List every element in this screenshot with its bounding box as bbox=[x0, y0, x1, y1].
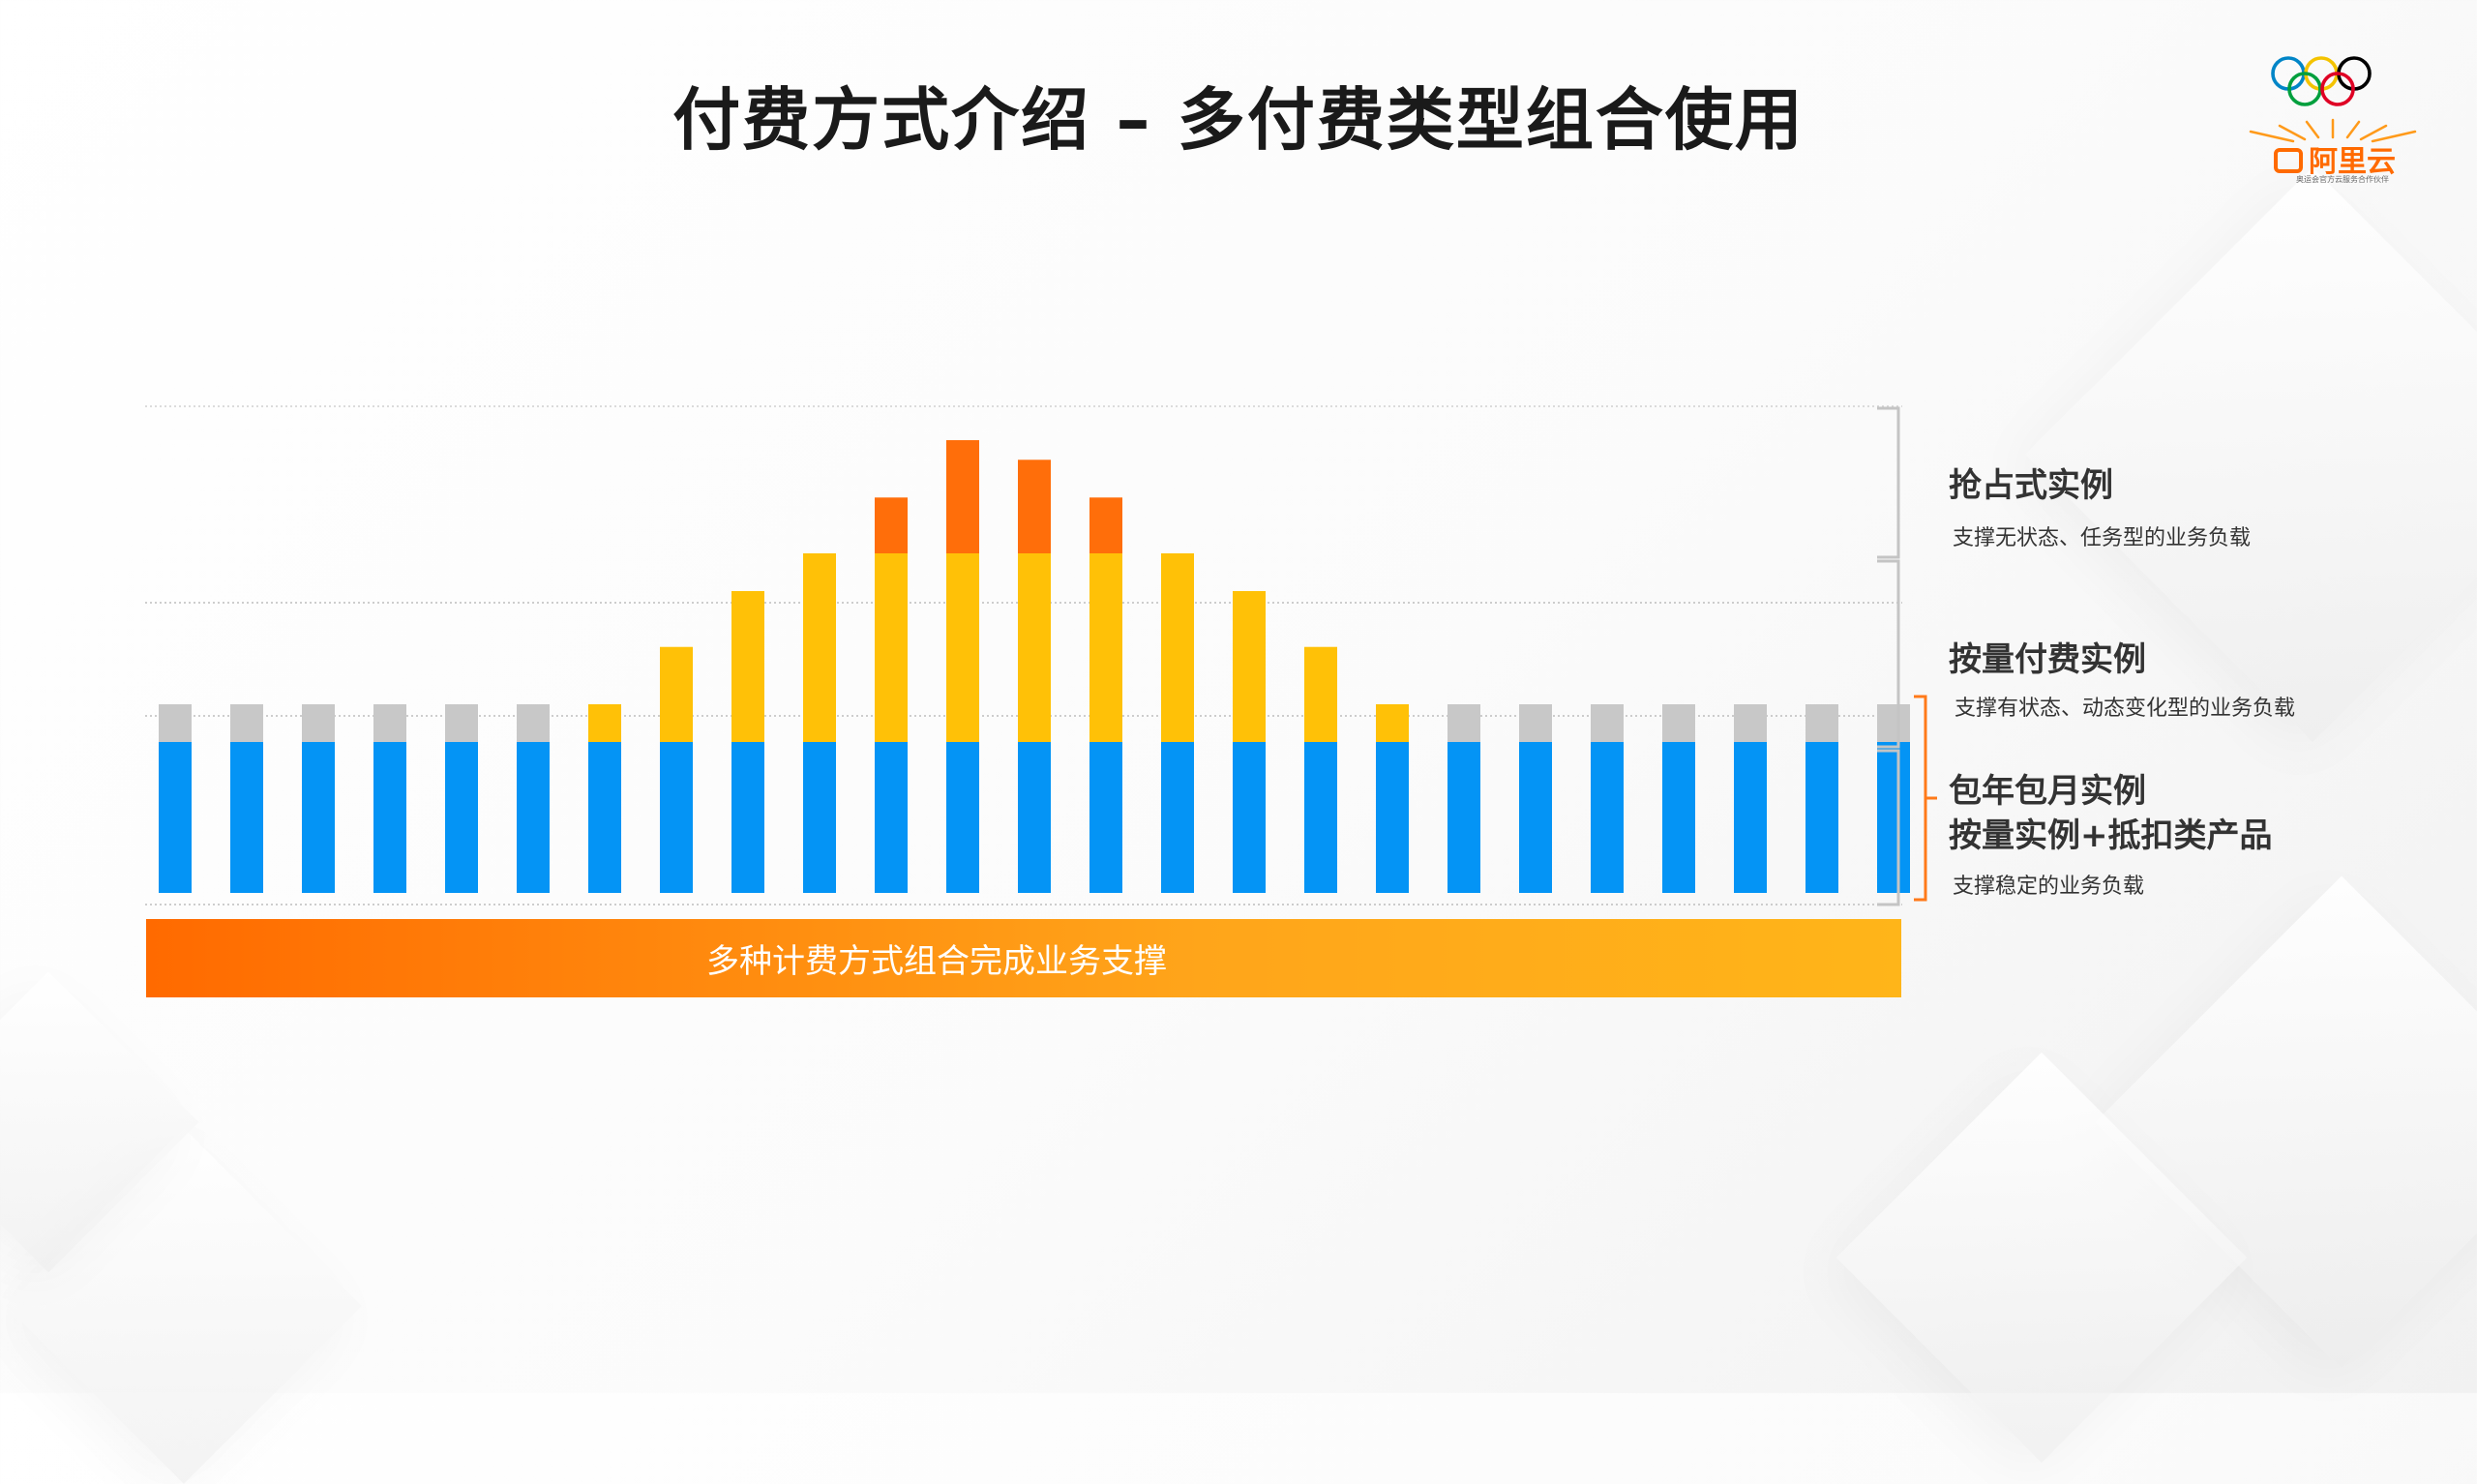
bar-segment bbox=[159, 742, 192, 893]
bar-segment bbox=[946, 553, 979, 742]
bar-segment bbox=[946, 742, 979, 893]
bar-segment bbox=[1877, 742, 1910, 893]
logo-tagline: 奥运会官方云服务合作伙伴 bbox=[2296, 175, 2389, 184]
bar-segment bbox=[1233, 742, 1266, 893]
bar-segment bbox=[517, 704, 550, 742]
chart-bars bbox=[159, 440, 1910, 893]
bar-segment bbox=[1591, 704, 1624, 742]
bar-segment bbox=[230, 742, 263, 893]
bar-segment bbox=[588, 704, 621, 742]
bar-segment bbox=[1233, 591, 1266, 742]
bar-segment bbox=[445, 742, 478, 893]
spot-instance-title: 抢占式实例 bbox=[1949, 466, 2113, 505]
bar-segment bbox=[302, 704, 335, 742]
bar-segment bbox=[875, 553, 908, 742]
bar-segment bbox=[1089, 497, 1122, 553]
payg-instance-desc: 支撑有状态、动态变化型的业务负载 bbox=[1955, 697, 2296, 721]
bar-segment bbox=[731, 742, 764, 893]
bar-segment bbox=[1018, 460, 1051, 553]
bar-segment bbox=[1806, 742, 1838, 893]
bar-segment bbox=[1662, 742, 1695, 893]
olympic-ring bbox=[2287, 72, 2322, 106]
aliyun-brand: 阿里云 bbox=[2274, 137, 2400, 180]
bar-segment bbox=[803, 553, 836, 742]
brand-name: 阿里云 bbox=[2309, 145, 2396, 179]
bar-segment bbox=[660, 742, 693, 893]
bar-segment bbox=[373, 742, 406, 893]
bar-segment bbox=[1376, 704, 1409, 742]
orange-bracket bbox=[1914, 695, 1927, 902]
bar-segment bbox=[159, 704, 192, 742]
bar-segment bbox=[1447, 742, 1480, 893]
bar-segment bbox=[731, 591, 764, 742]
bar-segment bbox=[1304, 742, 1337, 893]
payg-deduction-title: 按量实例+抵扣类产品 bbox=[1949, 816, 2273, 855]
bar-segment bbox=[1877, 704, 1910, 742]
bar-segment bbox=[1591, 742, 1624, 893]
payg-instance-title: 按量付费实例 bbox=[1949, 640, 2146, 679]
bottom-banner: 多种计费方式组合完成业务支撑 bbox=[146, 919, 1901, 997]
bar-segment bbox=[1447, 704, 1480, 742]
bar-segment bbox=[1089, 553, 1122, 742]
bar-segment bbox=[1018, 553, 1051, 742]
bar-segment bbox=[803, 742, 836, 893]
payg-bracket bbox=[1877, 559, 1900, 749]
bar-segment bbox=[1806, 704, 1838, 742]
bar-segment bbox=[588, 742, 621, 893]
bar-segment bbox=[875, 497, 908, 553]
bar-segment bbox=[1376, 742, 1409, 893]
bar-segment bbox=[445, 704, 478, 742]
spot-bracket bbox=[1877, 406, 1900, 559]
subscription-instance-desc: 支撑稳定的业务负载 bbox=[1953, 875, 2145, 899]
olympic-rings-icon bbox=[2271, 56, 2372, 106]
segment-brackets bbox=[1877, 406, 1937, 906]
olympic-ring bbox=[2320, 72, 2355, 106]
page-title: 付费方式介绍 – 多付费类型组合使用 bbox=[672, 80, 1805, 160]
bar-segment bbox=[875, 742, 908, 893]
billing-stacked-bar-chart bbox=[145, 405, 1937, 906]
bar-segment bbox=[1161, 553, 1194, 742]
bar-segment bbox=[1018, 742, 1051, 893]
bar-segment bbox=[1161, 742, 1194, 893]
bar-segment bbox=[1519, 704, 1552, 742]
bar-segment bbox=[302, 742, 335, 893]
bar-segment bbox=[660, 646, 693, 742]
sunburst-lines-icon bbox=[2249, 118, 2417, 143]
banner-label: 多种计费方式组合完成业务支撑 bbox=[706, 942, 1167, 981]
bar-segment bbox=[373, 704, 406, 742]
subscription-instance-title: 包年包月实例 bbox=[1949, 772, 2146, 811]
bar-segment bbox=[1089, 742, 1122, 893]
bar-segment bbox=[230, 704, 263, 742]
bar-segment bbox=[1304, 646, 1337, 742]
bar-segment bbox=[517, 742, 550, 893]
bar-segment bbox=[946, 440, 979, 553]
bar-segment bbox=[1519, 742, 1552, 893]
olympic-rings-logo bbox=[2249, 56, 2417, 143]
spot-instance-desc: 支撑无状态、任务型的业务负载 bbox=[1953, 526, 2252, 550]
bar-segment bbox=[1662, 704, 1695, 742]
bar-segment bbox=[1734, 742, 1767, 893]
aliyun-bracket-icon bbox=[2274, 147, 2303, 173]
bar-segment bbox=[1734, 704, 1767, 742]
subscription-bracket bbox=[1877, 749, 1900, 906]
